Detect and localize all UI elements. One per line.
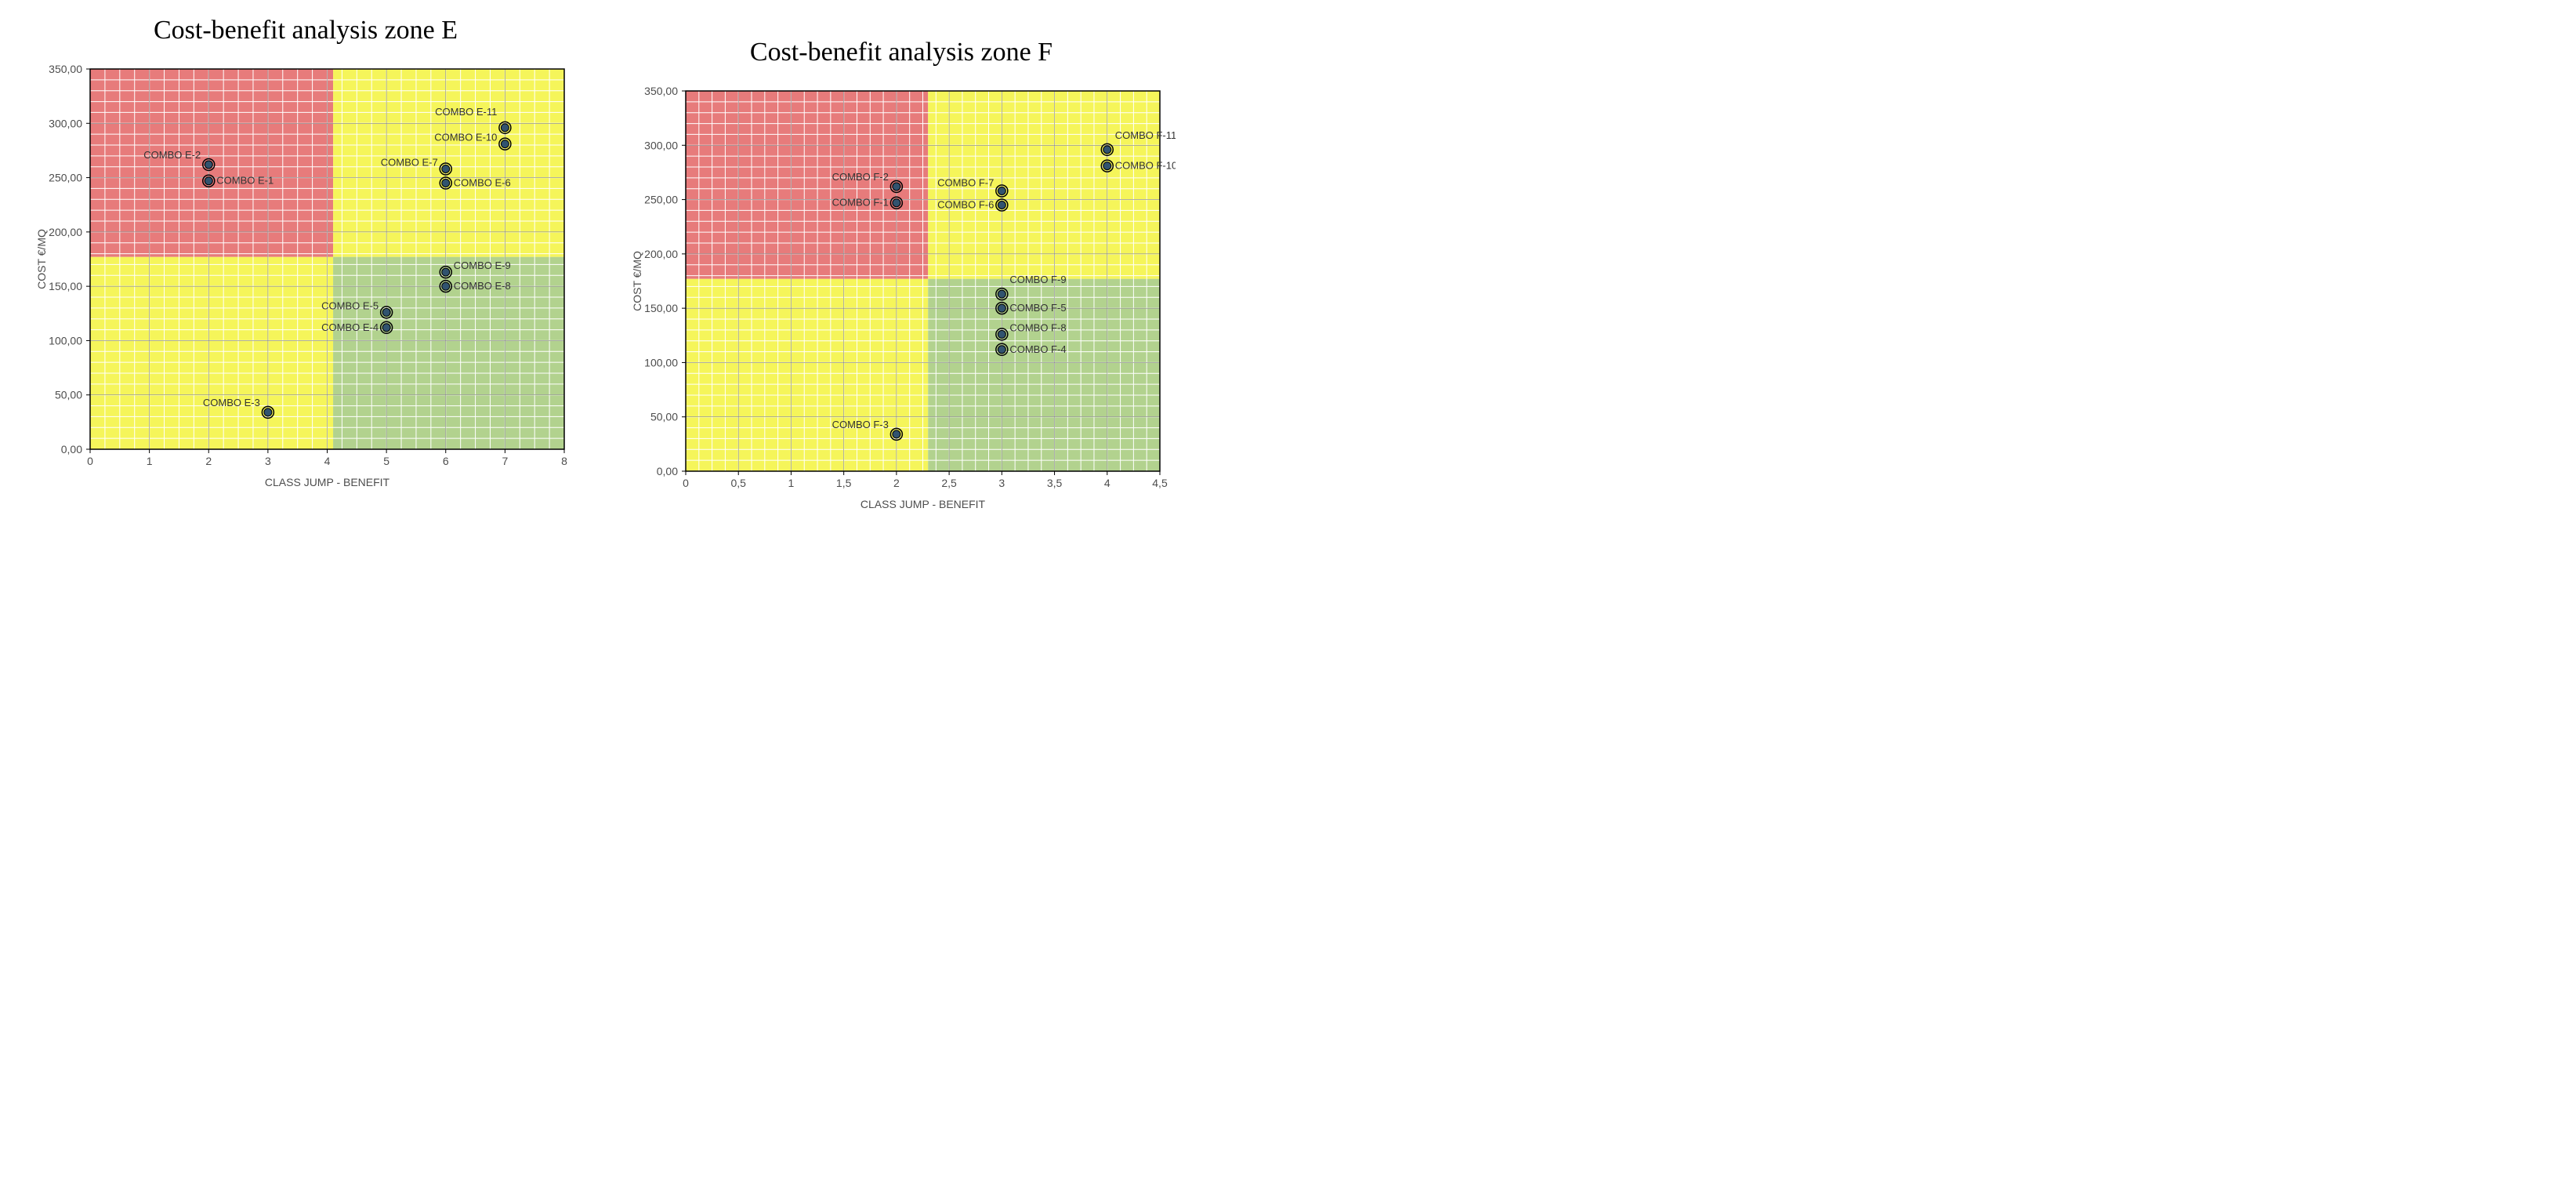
data-point bbox=[501, 124, 509, 132]
data-point bbox=[205, 177, 212, 185]
data-point bbox=[382, 308, 390, 316]
y-tick-label: 300,00 bbox=[49, 117, 82, 129]
data-point bbox=[442, 180, 450, 187]
x-tick-label: 2,5 bbox=[941, 477, 957, 489]
y-tick-label: 350,00 bbox=[644, 85, 678, 97]
y-tick-label: 0,00 bbox=[657, 465, 678, 477]
x-tick-label: 3 bbox=[998, 477, 1005, 489]
x-tick-label: 4,5 bbox=[1152, 477, 1168, 489]
x-tick-label: 7 bbox=[502, 455, 508, 467]
data-point-label: COMBO E-3 bbox=[203, 397, 260, 408]
chart-plot-zoneF: 0 0,5 1 1,5 2 2,5 3 3,5 4 4,5 0,00 50,00 100,00 150,0… bbox=[627, 75, 1176, 514]
y-tick-label: 50,00 bbox=[650, 411, 678, 423]
y-tick-label: 50,00 bbox=[55, 389, 82, 401]
x-tick-label: 3,5 bbox=[1047, 477, 1063, 489]
data-point bbox=[442, 268, 450, 276]
y-tick-label: 200,00 bbox=[644, 248, 678, 260]
data-point bbox=[382, 324, 390, 332]
x-tick-label: 4 bbox=[1104, 477, 1110, 489]
y-tick-label: 200,00 bbox=[49, 226, 82, 238]
data-point bbox=[998, 187, 1005, 194]
chart-container-zoneE: Cost-benefit analysis zone E 0 1 2 3 4 5 6 7 8 0,… bbox=[31, 16, 580, 492]
data-point-label: COMBO F-7 bbox=[937, 176, 994, 188]
chart-container-zoneF: Cost-benefit analysis zone F 0 0,5 1 1,5 2 2,… bbox=[627, 16, 1176, 514]
data-point bbox=[442, 282, 450, 290]
x-tick-label: 1 bbox=[147, 455, 153, 467]
data-point bbox=[893, 199, 900, 207]
y-tick-label: 350,00 bbox=[49, 63, 82, 75]
chart-svg: 0 0,5 1 1,5 2 2,5 3 3,5 4 4,5 0,00 50,00 100,00 150,0… bbox=[627, 75, 1176, 514]
data-point-label: COMBO E-9 bbox=[454, 260, 511, 271]
data-point-label: COMBO F-1 bbox=[832, 197, 889, 209]
data-point-label: COMBO E-10 bbox=[434, 132, 497, 143]
quadrant-tl bbox=[686, 91, 928, 279]
x-tick-label: 0,5 bbox=[730, 477, 746, 489]
x-axis-label: CLASS JUMP - BENEFIT bbox=[265, 476, 390, 488]
chart-title: Cost-benefit analysis zone E bbox=[154, 16, 458, 45]
data-point-label: COMBO E-8 bbox=[454, 280, 511, 292]
data-point bbox=[264, 408, 272, 416]
x-tick-label: 1 bbox=[788, 477, 795, 489]
x-tick-label: 6 bbox=[443, 455, 449, 467]
chart-plot-zoneE: 0 1 2 3 4 5 6 7 8 0,00 50,00 100,00 150,00 200,00 250,… bbox=[31, 53, 580, 492]
data-point-label: COMBO F-3 bbox=[832, 419, 889, 430]
y-tick-label: 150,00 bbox=[49, 280, 82, 292]
data-point bbox=[998, 304, 1005, 312]
data-point bbox=[998, 346, 1005, 354]
chart-svg: 0 1 2 3 4 5 6 7 8 0,00 50,00 100,00 150,00 200,00 250,… bbox=[31, 53, 580, 492]
data-point-label: COMBO E-1 bbox=[216, 175, 274, 187]
data-point bbox=[998, 330, 1005, 338]
data-point-label: COMBO F-2 bbox=[832, 171, 889, 183]
x-tick-label: 0 bbox=[87, 455, 93, 467]
y-tick-label: 250,00 bbox=[644, 194, 678, 206]
charts-row: Cost-benefit analysis zone E 0 1 2 3 4 5 6 7 8 0,… bbox=[0, 0, 2576, 530]
data-point-label: COMBO F-9 bbox=[1009, 274, 1066, 285]
data-point-label: COMBO E-5 bbox=[321, 299, 379, 311]
y-axis-label: COST €/MQ bbox=[35, 229, 48, 289]
quadrant-bl bbox=[686, 279, 928, 471]
quadrant-bl bbox=[90, 257, 333, 449]
data-point bbox=[998, 290, 1005, 298]
y-tick-label: 250,00 bbox=[49, 172, 82, 184]
y-axis-label: COST €/MQ bbox=[631, 251, 643, 311]
x-tick-label: 2 bbox=[205, 455, 212, 467]
x-tick-label: 1,5 bbox=[836, 477, 852, 489]
y-tick-label: 100,00 bbox=[644, 356, 678, 368]
data-point-label: COMBO F-6 bbox=[937, 199, 994, 211]
y-tick-label: 300,00 bbox=[644, 139, 678, 151]
x-axis-label: CLASS JUMP - BENEFIT bbox=[860, 498, 986, 510]
data-point-label: COMBO F-10 bbox=[1115, 160, 1176, 172]
data-point-label: COMBO F-11 bbox=[1115, 129, 1176, 141]
data-point bbox=[998, 201, 1005, 209]
y-tick-label: 0,00 bbox=[61, 443, 82, 456]
data-point-label: COMBO E-7 bbox=[381, 156, 438, 168]
data-point bbox=[893, 183, 900, 191]
data-point-label: COMBO E-6 bbox=[454, 177, 511, 189]
x-tick-label: 2 bbox=[893, 477, 900, 489]
data-point-label: COMBO F-8 bbox=[1009, 321, 1066, 333]
x-tick-label: 3 bbox=[265, 455, 271, 467]
data-point bbox=[205, 161, 212, 169]
data-point-label: COMBO F-5 bbox=[1009, 302, 1066, 314]
data-point bbox=[893, 430, 900, 438]
x-tick-label: 8 bbox=[561, 455, 567, 467]
data-point-label: COMBO E-11 bbox=[435, 106, 497, 118]
x-tick-label: 0 bbox=[683, 477, 689, 489]
data-point-label: COMBO E-2 bbox=[143, 149, 201, 161]
data-point bbox=[501, 140, 509, 148]
quadrant-tr bbox=[333, 69, 564, 257]
data-point-label: COMBO F-4 bbox=[1009, 343, 1066, 355]
data-point-label: COMBO E-4 bbox=[321, 321, 379, 333]
y-tick-label: 100,00 bbox=[49, 334, 82, 347]
data-point bbox=[1103, 146, 1111, 154]
chart-title: Cost-benefit analysis zone F bbox=[750, 38, 1053, 67]
x-tick-label: 4 bbox=[324, 455, 331, 467]
data-point bbox=[442, 165, 450, 172]
x-tick-label: 5 bbox=[383, 455, 389, 467]
data-point bbox=[1103, 162, 1111, 170]
y-tick-label: 150,00 bbox=[644, 302, 678, 314]
